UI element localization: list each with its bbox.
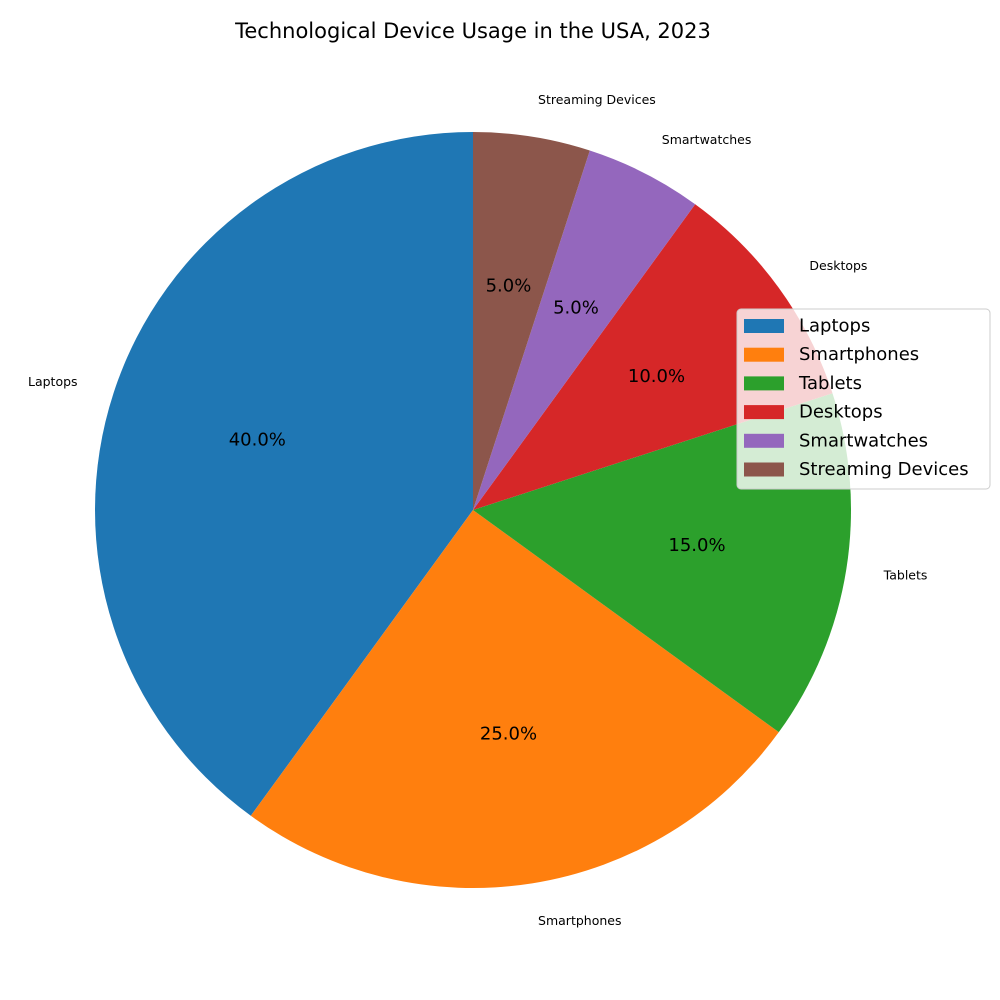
percent-label-laptops: 40.0% — [229, 429, 286, 450]
legend-swatch-tablets — [744, 376, 784, 391]
legend-swatch-smartwatches — [744, 433, 784, 448]
legend-swatch-desktops — [744, 405, 784, 420]
name-label-streaming-devices: Streaming Devices — [538, 92, 656, 107]
percent-label-smartphones: 25.0% — [480, 724, 537, 745]
percent-label-tablets: 15.0% — [668, 535, 725, 556]
slice-streaming-devices — [473, 132, 590, 510]
name-label-smartwatches: Smartwatches — [662, 132, 752, 147]
legend-label-smartwatches: Smartwatches — [799, 430, 928, 451]
legend: Laptops Smartphones Tablets Desktops Smartwa… — [736, 308, 991, 490]
percent-label-smartwatches: 5.0% — [553, 297, 599, 318]
name-label-smartphones: Smartphones — [538, 913, 621, 928]
legend-label-tablets: Tablets — [798, 373, 862, 394]
legend-swatch-streaming-devices — [744, 462, 784, 477]
slice-percent-labels: 40.0% 25.0% 15.0% 10.0% 5.0% 5.0% — [229, 275, 726, 744]
slice-smartphones — [250, 510, 779, 888]
legend-frame — [736, 308, 991, 490]
slice-desktops — [473, 204, 833, 510]
percent-label-desktops: 10.0% — [628, 366, 685, 387]
legend-swatch-laptops — [744, 319, 784, 333]
name-label-tablets: Tablets — [883, 568, 928, 583]
chart-title: Technological Device Usage in the USA, 2… — [234, 19, 711, 43]
name-label-laptops: Laptops — [28, 374, 78, 389]
percent-label-streaming-devices: 5.0% — [486, 275, 532, 296]
pie-slices — [95, 132, 851, 888]
legend-label-smartphones: Smartphones — [799, 344, 919, 365]
slice-name-labels: Laptops Smartphones Tablets Desktops Smartwa… — [28, 92, 927, 928]
slice-smartwatches — [473, 150, 696, 510]
legend-label-streaming-devices: Streaming Devices — [799, 459, 969, 480]
name-label-desktops: Desktops — [809, 258, 867, 273]
legend-label-desktops: Desktops — [799, 402, 883, 423]
legend-swatch-smartphones — [744, 347, 784, 362]
legend-label-laptops: Laptops — [799, 316, 870, 337]
slice-laptops — [95, 132, 473, 816]
